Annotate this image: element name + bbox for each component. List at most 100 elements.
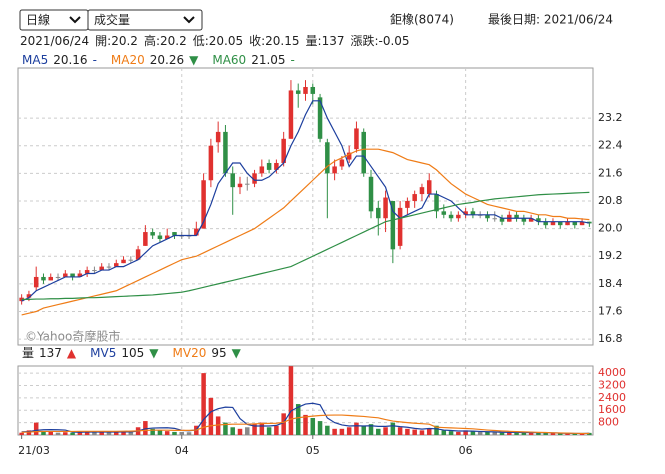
legend-trend: ▲ [67, 346, 77, 360]
candle-body [266, 162, 272, 170]
candle-body [106, 266, 112, 268]
legend-value: 20.16 [53, 53, 87, 67]
volume-bar [215, 416, 221, 435]
volume-bar [99, 431, 104, 435]
info-value: 20.15 [265, 34, 299, 48]
volume-bar [376, 428, 381, 435]
legend-name: MV5 [90, 346, 116, 360]
candle-body [572, 221, 578, 226]
volume-tick-label: 1600 [598, 403, 626, 416]
volume-bar [470, 431, 476, 435]
candle-body [274, 162, 279, 170]
volume-tick-label: 800 [598, 416, 619, 429]
volume-bar [55, 432, 61, 435]
candle-body [288, 90, 294, 139]
y-tick-label: 19.2 [598, 249, 623, 262]
volume-bar [325, 425, 330, 435]
legend-name: MA60 [212, 53, 246, 67]
x-tick-label: 05 [306, 444, 320, 457]
volume-bar [361, 425, 366, 435]
select-box[interactable] [87, 9, 203, 31]
volume-bar [405, 428, 410, 435]
legend-value: 21.05 [251, 53, 285, 67]
info-label: 高: [144, 33, 160, 48]
period-select[interactable]: 日線 [19, 9, 89, 31]
candle-body [77, 273, 83, 277]
price-frame [17, 67, 594, 346]
volume-bar [92, 432, 97, 435]
select-text[interactable]: 日線 [26, 12, 50, 27]
volume-bar [179, 431, 185, 435]
volume-bar [441, 430, 447, 435]
volume-bar [121, 431, 126, 435]
legend-name: MA5 [22, 53, 48, 67]
volume-bar [208, 397, 214, 435]
volume-bar [201, 373, 206, 435]
volume-bar [448, 431, 454, 435]
candle-body [310, 86, 316, 94]
candle-body [579, 221, 585, 226]
volume-bar [310, 417, 316, 435]
volume-bar [245, 427, 250, 435]
volume-bar [48, 431, 54, 435]
volume-bar [252, 424, 257, 435]
ma-line [21, 148, 590, 316]
volume-bar [346, 427, 352, 435]
volume-bar [579, 433, 585, 435]
info-label: 量: [306, 34, 322, 48]
volume-bar [84, 431, 90, 435]
volume-bar [157, 430, 163, 435]
candle-body [33, 276, 39, 288]
candle-body [143, 232, 148, 246]
candle-body [485, 214, 490, 219]
info-label: 漲跌: [350, 33, 378, 48]
volume-bar [419, 430, 425, 435]
ma-legend: MA5 20.16- MA20 20.26 ▼ MA60 21.05- [22, 53, 295, 67]
legend-trend: - [291, 53, 295, 67]
legend-trend: ▼ [189, 53, 199, 67]
volume-tick-label: 2400 [598, 391, 626, 404]
candle-body [114, 263, 119, 267]
volume-bar [77, 431, 83, 435]
candle-body [536, 218, 541, 222]
info-label: 低: [193, 34, 209, 48]
info-date: 2021/06/24 [20, 34, 89, 48]
legend-value: 137 [39, 346, 62, 360]
candle-body [339, 159, 345, 167]
candle-body [92, 270, 97, 272]
y-tick-label: 23.2 [598, 111, 623, 124]
candle-body [230, 173, 235, 188]
candle-body [55, 276, 61, 278]
indicator-select[interactable]: 成交量 [87, 9, 203, 31]
volume-bar [33, 422, 39, 435]
volume-bar [354, 422, 359, 435]
candle-body [492, 218, 497, 220]
select-text[interactable]: 成交量 [94, 12, 130, 27]
candle-body [412, 194, 417, 201]
volume-bar [543, 432, 548, 435]
volume-legend: 量 137 ▲ MV5 105 ▼ MV20 95 ▼ [22, 346, 242, 360]
candle-body [470, 211, 476, 215]
volume-bar [164, 431, 170, 435]
candle-body [223, 131, 228, 174]
volume-bar [463, 430, 468, 435]
candle-body [201, 180, 206, 229]
volume-bar [339, 428, 345, 435]
volume-bar [143, 421, 148, 435]
volume-bar [390, 422, 396, 435]
x-tick-label: 06 [459, 444, 473, 457]
candle-body [245, 183, 250, 185]
volume-bar [274, 425, 279, 435]
volume-bar [266, 427, 272, 435]
candle-body [390, 200, 396, 250]
select-arrow[interactable] [183, 16, 195, 24]
volume-tick-label: 4000 [598, 366, 626, 379]
candle-body [259, 166, 265, 174]
candle-body [128, 259, 134, 261]
volume-bar [514, 432, 519, 435]
volume-bar [492, 432, 497, 435]
select-arrow[interactable] [69, 16, 81, 24]
volume-bar [332, 428, 337, 435]
volume-bar [434, 425, 439, 435]
volume-bar [383, 427, 388, 435]
